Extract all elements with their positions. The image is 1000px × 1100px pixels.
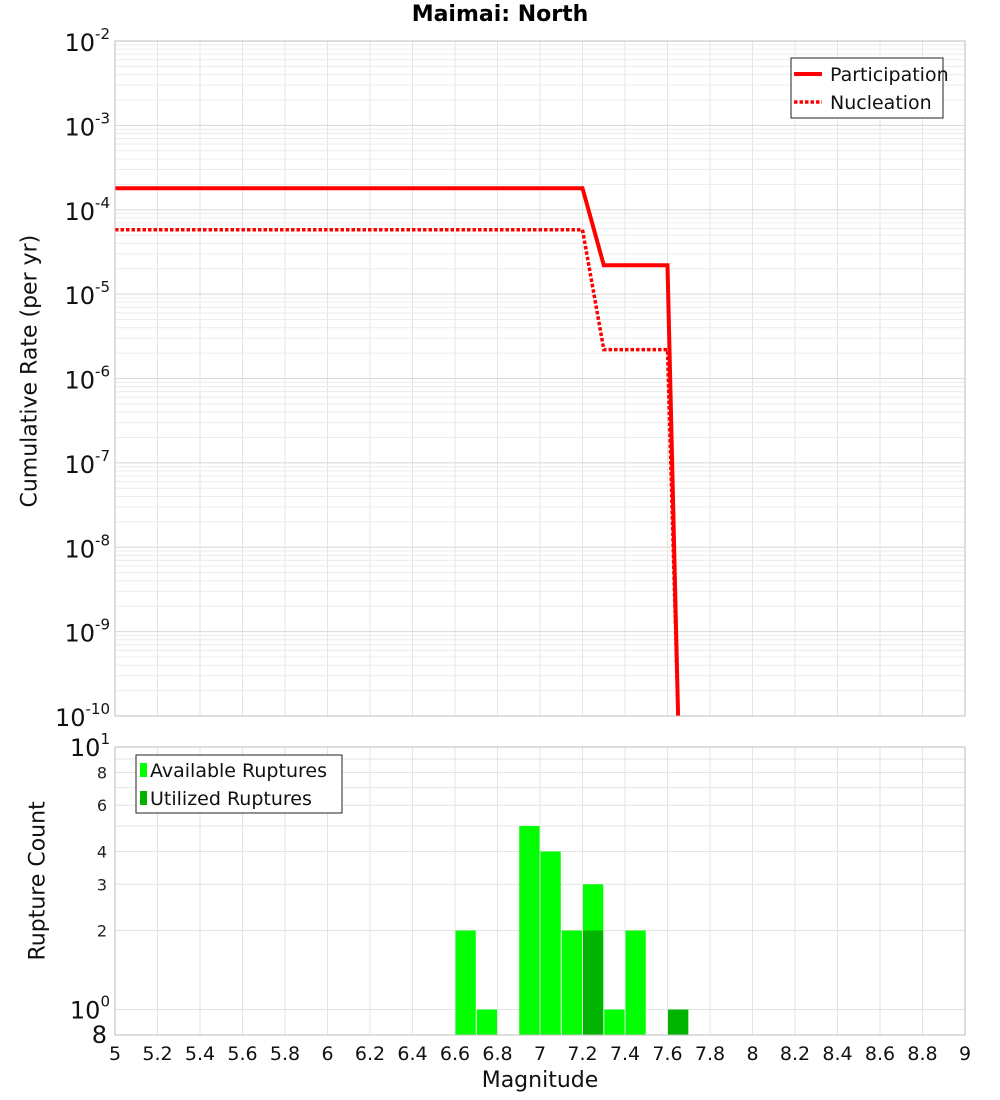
x-tick-label: 6.4 — [397, 1043, 427, 1065]
bottom-y-tick-label-bottom: 8 — [92, 1021, 107, 1049]
legend-label-participation: Participation — [830, 64, 949, 86]
bottom-y-tick-label-minor: 6 — [97, 796, 107, 815]
top-plot-frame — [114, 40, 966, 717]
bar-available-ruptures — [625, 930, 646, 1035]
x-tick-label: 9 — [959, 1043, 971, 1065]
bar-utilized-ruptures — [583, 930, 604, 1035]
bar-utilized-ruptures — [668, 1009, 689, 1035]
legend-label-nucleation: Nucleation — [830, 92, 932, 114]
bar-available-ruptures — [540, 851, 561, 1035]
x-tick-label: 6 — [321, 1043, 333, 1065]
legend-label-available-ruptures: Available Ruptures — [150, 760, 327, 782]
x-tick-label: 7.4 — [610, 1043, 640, 1065]
bottom-y-tick-label-major: 100 — [70, 993, 110, 1025]
top-y-tick-label: 10-7 — [64, 447, 110, 479]
legend-label-utilized-ruptures: Utilized Ruptures — [150, 788, 312, 810]
top-legend-box — [790, 57, 944, 119]
x-tick-label: 6.2 — [355, 1043, 385, 1065]
bottom-y-tick-label-minor: 2 — [97, 922, 107, 941]
legend-swatch-available-ruptures — [140, 763, 147, 777]
x-tick-label: 6.8 — [482, 1043, 512, 1065]
x-tick-label: 5.4 — [185, 1043, 215, 1065]
x-tick-label: 8.4 — [822, 1043, 852, 1065]
series-line-nucleation — [115, 227, 680, 717]
bottom-y-tick-label-minor: 4 — [97, 842, 107, 861]
x-tick-label: 7.6 — [652, 1043, 682, 1065]
bottom-y-tick-label-minor: 8 — [97, 763, 107, 782]
top-y-tick-label: 10-5 — [64, 278, 110, 310]
x-tick-label: 5 — [109, 1043, 121, 1065]
top-y-tick-label: 10-6 — [64, 363, 110, 395]
bottom-y-tick-label-minor: 3 — [97, 875, 107, 894]
top-y-tick-label: 10-8 — [64, 531, 110, 563]
top-legend: Participation Nucleation — [790, 57, 949, 119]
series-line-participation — [115, 186, 681, 717]
x-tick-label: 7.8 — [695, 1043, 725, 1065]
bottom-plot-frame — [114, 746, 966, 1036]
bar-available-ruptures — [561, 930, 582, 1035]
x-tick-label: 7.2 — [567, 1043, 597, 1065]
top-y-tick-label: 10-10 — [55, 700, 110, 732]
top-panel: 10-2 10-3 10-4 10-5 10-6 10-7 10-8 10-9 10-10 Par… — [55, 25, 966, 732]
x-tick-label: 7 — [534, 1043, 546, 1065]
bar-available-ruptures — [476, 1009, 497, 1035]
x-tick-label: 8 — [746, 1043, 758, 1065]
top-y-tick-label: 10-3 — [64, 109, 110, 141]
bar-available-ruptures — [455, 930, 476, 1035]
top-y-tick-label: 10-4 — [64, 194, 110, 226]
bottom-y-tick-label-major: 101 — [70, 730, 110, 762]
top-y-tick-label: 10-9 — [64, 616, 110, 648]
x-tick-label: 5.6 — [227, 1043, 257, 1065]
x-tick-label: 8.2 — [780, 1043, 810, 1065]
x-tick-label: 5.2 — [142, 1043, 172, 1065]
bar-available-ruptures — [519, 826, 540, 1035]
bottom-legend-box — [135, 754, 343, 814]
chart-title: Maimai: North — [411, 2, 589, 27]
x-tick-label: 6.6 — [440, 1043, 470, 1065]
top-grid — [114, 41, 966, 717]
x-tick-label: 8.8 — [907, 1043, 937, 1065]
legend-swatch-utilized-ruptures — [140, 791, 147, 805]
bottom-legend: Available Ruptures Utilized Ruptures — [135, 754, 343, 814]
top-y-tick-label: 10-2 — [64, 25, 110, 57]
x-tick-label: 5.8 — [270, 1043, 300, 1065]
x-axis-label: Magnitude — [481, 1068, 599, 1093]
x-tick-label: 8.6 — [865, 1043, 895, 1065]
bar-available-ruptures — [604, 1009, 625, 1035]
